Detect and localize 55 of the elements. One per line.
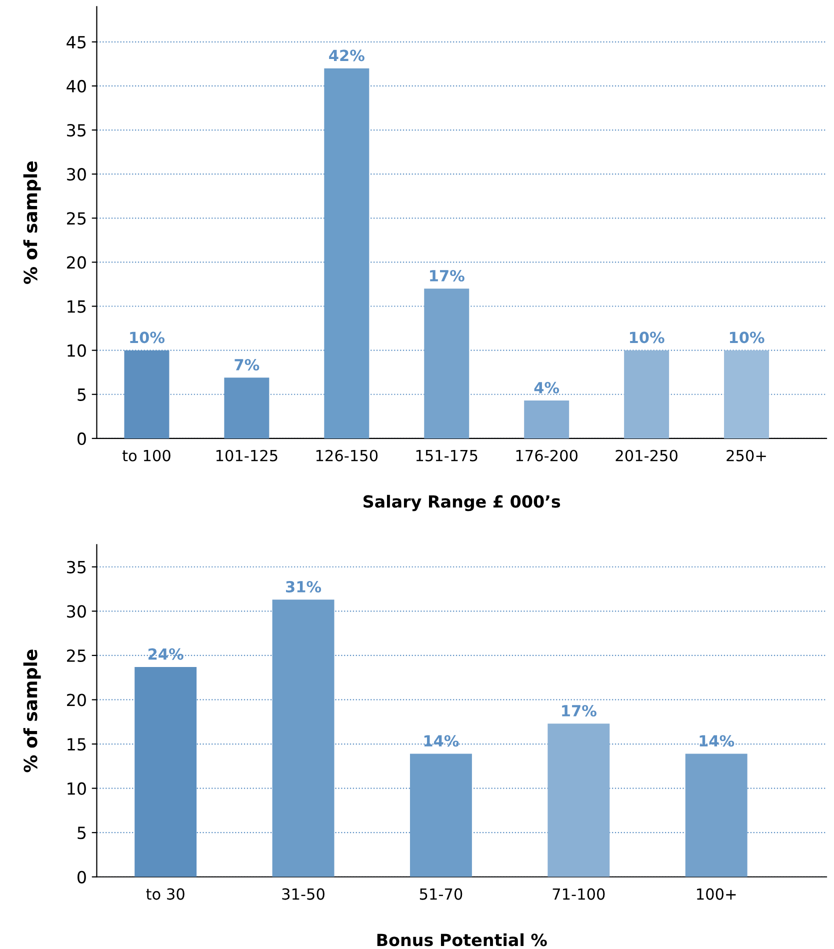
x-tick-label: 126-150 xyxy=(316,450,378,462)
x-tick-label: 71-100 xyxy=(552,888,605,900)
y-tick-label: 40 xyxy=(66,80,86,93)
x-tick-label: 100+ xyxy=(697,888,736,900)
y-tick-label: 30 xyxy=(67,168,86,181)
x-tick-label: to 30 xyxy=(146,888,184,900)
bar xyxy=(410,754,472,877)
y-tick-label: 0 xyxy=(78,870,86,884)
y-tick-label: 25 xyxy=(67,649,86,662)
data-label: 10% xyxy=(130,332,165,344)
y-tick-label: 30 xyxy=(67,605,86,618)
x-tick-label: 250+ xyxy=(726,450,766,462)
bar xyxy=(324,68,370,438)
y-tick-label: 15 xyxy=(68,300,86,313)
x-tick-label: 201-250 xyxy=(616,450,678,462)
y-tick-label: 35 xyxy=(67,560,86,574)
x-tick-label: to 100 xyxy=(122,450,170,462)
data-label: 10% xyxy=(630,332,664,344)
data-label: 31% xyxy=(286,580,322,593)
data-label: 24% xyxy=(148,648,184,660)
x-tick-label: 51-70 xyxy=(420,888,462,900)
data-label: 14% xyxy=(424,735,459,747)
data-label: 14% xyxy=(700,735,734,747)
x-tick-label: 151-175 xyxy=(416,450,478,462)
data-label: 4% xyxy=(534,382,560,394)
y-tick-label: 20 xyxy=(67,256,86,269)
bar xyxy=(272,600,334,877)
bar xyxy=(724,350,770,438)
y-tick-label: 5 xyxy=(78,826,86,840)
y-tick-label: 45 xyxy=(66,36,86,48)
x-tick-label: 101-125 xyxy=(216,450,278,462)
data-label: 10% xyxy=(730,332,764,344)
y-axis-title: % of sample xyxy=(23,650,41,772)
bar xyxy=(524,400,570,438)
y-tick-label: 0 xyxy=(78,432,86,446)
bar xyxy=(424,288,470,438)
y-tick-label: 10 xyxy=(68,782,86,795)
bar xyxy=(685,754,748,877)
x-axis-title: Bonus Potential % xyxy=(377,933,547,946)
x-axis-title: Salary Range £ 000’s xyxy=(364,494,560,512)
data-label: 7% xyxy=(234,358,260,371)
y-tick-label: 15 xyxy=(68,738,86,751)
y-tick-label: 20 xyxy=(67,694,86,706)
bar xyxy=(624,350,670,438)
bar xyxy=(548,724,610,877)
y-tick-label: 25 xyxy=(67,212,86,225)
x-tick-label: 31-50 xyxy=(282,888,324,900)
y-axis-title: % of sample xyxy=(23,161,41,284)
data-label: 17% xyxy=(430,270,464,282)
data-label: 17% xyxy=(562,704,596,717)
y-tick-label: 10 xyxy=(68,344,86,357)
y-tick-label: 5 xyxy=(78,388,86,401)
data-label: 42% xyxy=(329,50,364,62)
x-tick-label: 176-200 xyxy=(516,450,578,462)
y-tick-label: 35 xyxy=(67,124,86,137)
